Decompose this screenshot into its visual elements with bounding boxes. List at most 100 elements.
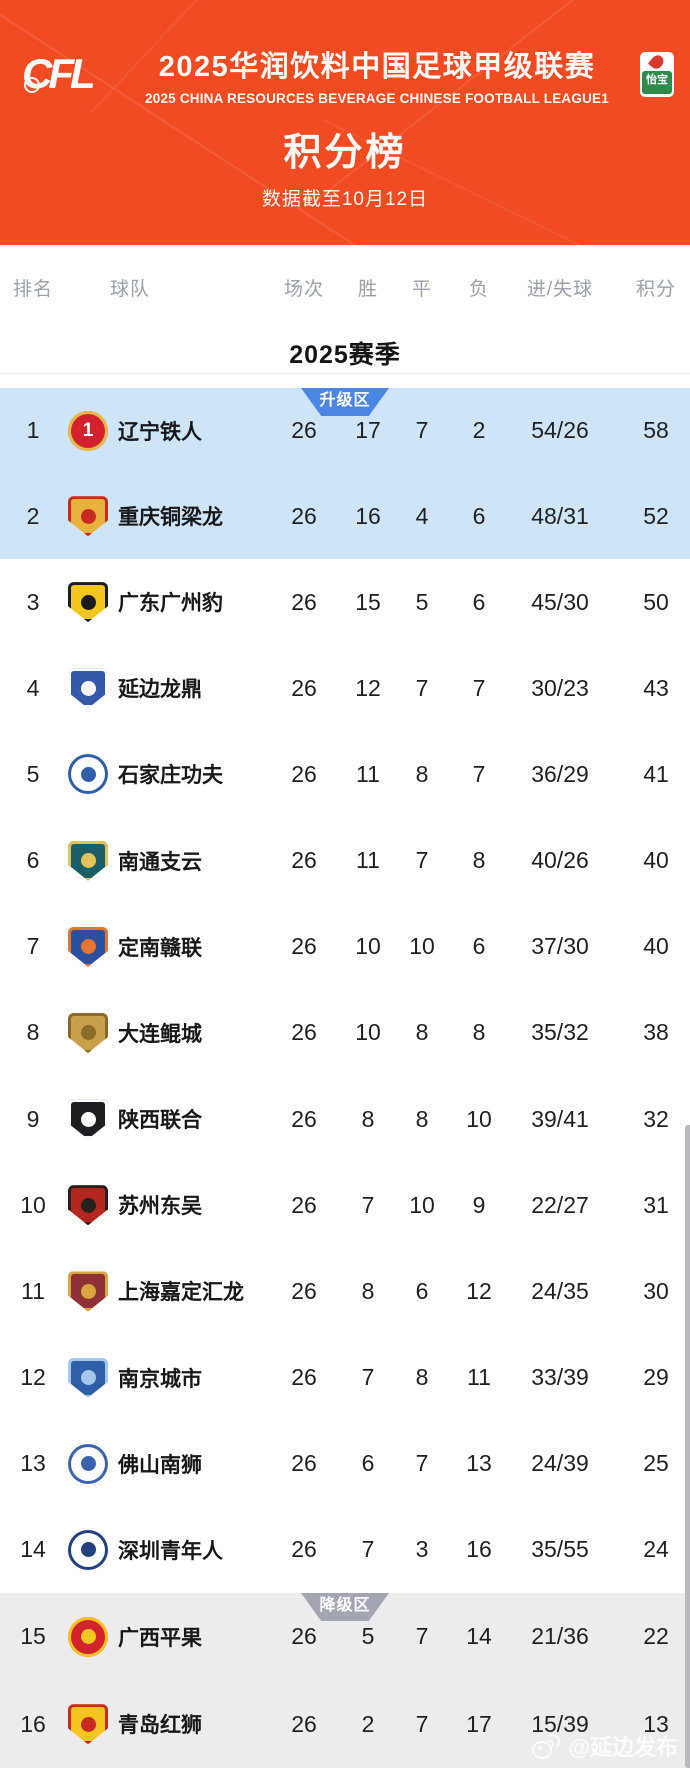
wins-cell: 16 [355, 502, 381, 529]
rank-cell: 5 [26, 760, 40, 787]
team-name: 重庆铜梁龙 [118, 506, 223, 530]
table-row: 2 重庆铜梁龙 26 16 4 6 48/31 52 [0, 474, 690, 560]
played-cell: 26 [291, 933, 317, 960]
team-logo-emblem [80, 594, 96, 610]
losses-cell: 6 [472, 933, 486, 960]
team-logo [68, 1012, 108, 1053]
losses-cell: 13 [466, 1450, 492, 1477]
played-cell: 26 [291, 1105, 317, 1132]
scrollbar-thumb[interactable] [685, 1125, 690, 1768]
played-cell: 26 [291, 674, 317, 701]
points-cell: 43 [643, 674, 669, 701]
team-logo [68, 840, 108, 881]
draws-cell: 5 [415, 588, 429, 615]
points-cell: 22 [643, 1623, 669, 1650]
cestbon-emblem-icon [647, 52, 667, 71]
cfl-league-logo: CFL [22, 53, 118, 95]
team-logo-emblem [80, 1629, 96, 1645]
team-logo [68, 1616, 108, 1657]
team-logo-emblem [80, 1456, 96, 1472]
goals-cell: 24/35 [531, 1277, 589, 1304]
column-header: 胜 [357, 278, 378, 300]
table-row: 14 深圳青年人 26 7 3 16 35/55 24 [0, 1507, 690, 1593]
logo-cell [66, 1185, 110, 1226]
team-name: 青岛红狮 [118, 1714, 202, 1738]
draws-cell: 6 [415, 1277, 429, 1304]
logo-cell [66, 1616, 110, 1657]
rank-cell: 8 [26, 1019, 40, 1046]
draws-cell: 10 [409, 933, 435, 960]
goals-cell: 30/23 [531, 674, 589, 701]
team-logo [68, 1271, 108, 1312]
goals-cell: 35/32 [531, 1019, 589, 1046]
goals-cell: 24/39 [531, 1450, 589, 1477]
wins-cell: 12 [355, 674, 381, 701]
team-logo [68, 1443, 108, 1484]
played-cell: 26 [291, 1364, 317, 1391]
played-cell: 26 [291, 1019, 317, 1046]
team-logo [68, 496, 108, 537]
table-row: 15 广西平果 26 5 7 14 21/36 22 [0, 1593, 690, 1681]
season-title: 2025赛季 [0, 329, 690, 388]
table-row: 8 大连鲲城 26 10 8 8 35/32 38 [0, 990, 690, 1076]
logo-cell [66, 1271, 110, 1312]
draws-cell: 7 [415, 847, 429, 874]
rank-cell: 15 [20, 1623, 46, 1650]
table-header: 排名 球队 场次 胜 平 负 进/失球 积分 [0, 245, 690, 329]
wins-cell: 11 [356, 847, 380, 874]
hero-banner: CFL 2025华润饮料中国足球甲级联赛 2025 CHINA RESOURCE… [0, 0, 690, 245]
team-logo-emblem [80, 680, 96, 696]
team-logo-emblem [80, 1197, 96, 1213]
table-row: 13 佛山南狮 26 6 7 13 24/39 25 [0, 1421, 690, 1507]
column-header: 平 [411, 278, 432, 300]
column-header: 场次 [283, 278, 324, 300]
table-row: 11 上海嘉定汇龙 26 8 6 12 24/35 30 [0, 1248, 690, 1334]
goals-cell: 54/26 [531, 417, 589, 444]
rank-cell: 6 [26, 847, 40, 874]
played-cell: 26 [291, 1536, 317, 1563]
logo-cell [66, 840, 110, 881]
table-row: 3 广东广州豹 26 15 5 6 45/30 50 [0, 559, 690, 645]
wins-cell: 2 [361, 1710, 375, 1737]
team-logo [68, 668, 108, 709]
points-cell: 38 [643, 1019, 669, 1046]
goals-cell: 35/55 [531, 1536, 589, 1563]
logo-cell [66, 926, 110, 967]
wins-cell: 6 [361, 1450, 375, 1477]
watermark: @延边发布 [531, 1730, 678, 1762]
logo-cell [66, 754, 110, 795]
losses-cell: 11 [467, 1364, 491, 1391]
standings-title: 积分榜 [283, 132, 407, 174]
goals-cell: 36/29 [531, 760, 589, 787]
table-row: 6 南通支云 26 11 7 8 40/26 40 [0, 818, 690, 904]
wins-cell: 8 [361, 1105, 375, 1132]
team-logo [68, 1185, 108, 1226]
watermark-handle: @延边发布 [568, 1735, 678, 1760]
rank-cell: 14 [20, 1536, 46, 1563]
goals-cell: 48/31 [531, 502, 589, 529]
played-cell: 26 [291, 1450, 317, 1477]
goals-cell: 45/30 [531, 588, 589, 615]
points-cell: 31 [643, 1191, 669, 1218]
table-row: 9 陕西联合 26 8 8 10 39/41 32 [0, 1076, 690, 1162]
points-cell: 30 [643, 1277, 669, 1304]
team-name: 上海嘉定汇龙 [118, 1281, 244, 1305]
team-logo [68, 1704, 108, 1745]
played-cell: 26 [291, 1191, 317, 1218]
hero-titles: 2025华润饮料中国足球甲级联赛 2025 CHINA RESOURCES BE… [118, 43, 640, 106]
losses-cell: 8 [472, 1019, 486, 1046]
draws-cell: 7 [415, 1710, 429, 1737]
team-logo-emblem [80, 1025, 96, 1041]
team-logo-emblem [80, 1370, 96, 1386]
rank-cell: 3 [26, 588, 40, 615]
goals-cell: 37/30 [531, 933, 589, 960]
table-row: 1 1 辽宁铁人 26 17 7 2 54/26 58 [0, 388, 690, 474]
logo-cell [66, 1443, 110, 1484]
draws-cell: 7 [415, 1450, 429, 1477]
relegation-zone: 降级区 15 广西平果 26 5 7 14 21/36 22 16 青岛红狮 26 2 7 17 15/39… [0, 1593, 690, 1768]
column-header: 负 [468, 278, 489, 300]
points-cell: 40 [643, 933, 669, 960]
losses-cell: 10 [466, 1105, 492, 1132]
logo-cell: 1 [66, 410, 110, 451]
team-name: 定南赣联 [118, 936, 202, 960]
